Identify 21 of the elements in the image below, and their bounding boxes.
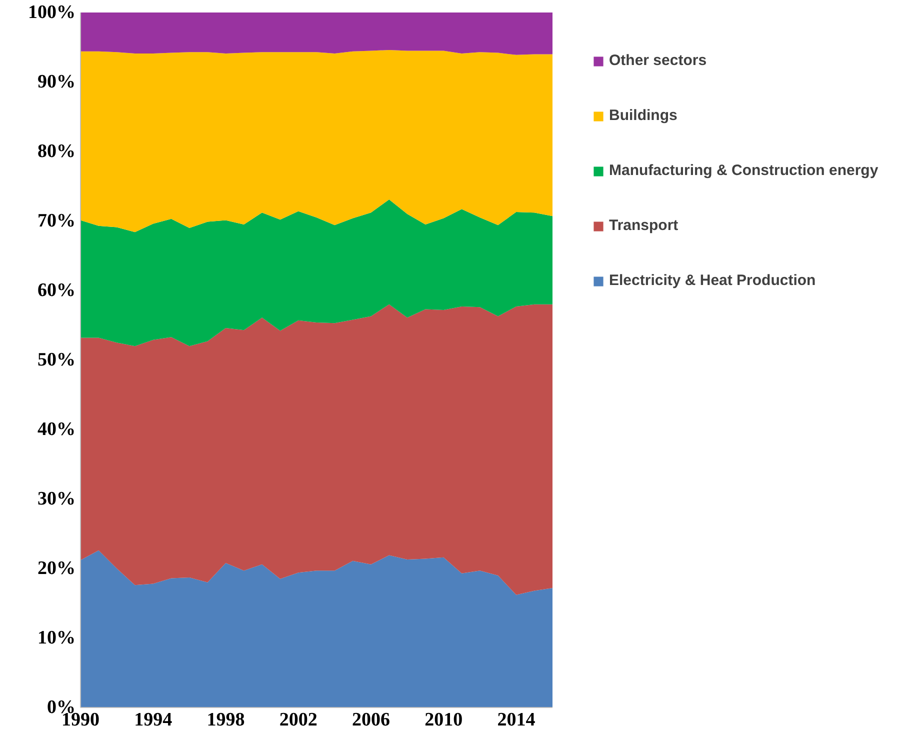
y-tick-label: 70% [38, 210, 76, 232]
legend-label: Electricity & Heat Production [609, 272, 816, 289]
y-tick-label: 10% [38, 628, 76, 648]
x-tick-label: 1998 [206, 710, 245, 730]
x-tick-label: 2006 [352, 710, 390, 730]
y-tick-label: 50% [38, 350, 76, 370]
legend-label: Transport [609, 217, 678, 234]
y-tick-label: 30% [38, 488, 76, 510]
y-tick-label: 80% [38, 141, 76, 162]
y-tick-label: 60% [38, 280, 76, 301]
x-tick-label: 2002 [279, 710, 318, 730]
x-tick-label: 2014 [497, 710, 536, 730]
x-tick-label: 2010 [424, 710, 463, 730]
y-tick-label: 100% [28, 2, 76, 23]
legend-label: Other sectors [609, 52, 707, 69]
x-tick-label: 1994 [134, 710, 173, 730]
legend-label: Buildings [609, 107, 678, 124]
legend-label: Manufacturing & Construction energy [609, 162, 878, 179]
y-tick-label: 90% [38, 72, 76, 92]
y-tick-label: 40% [38, 419, 76, 440]
y-tick-label: 20% [38, 558, 76, 579]
